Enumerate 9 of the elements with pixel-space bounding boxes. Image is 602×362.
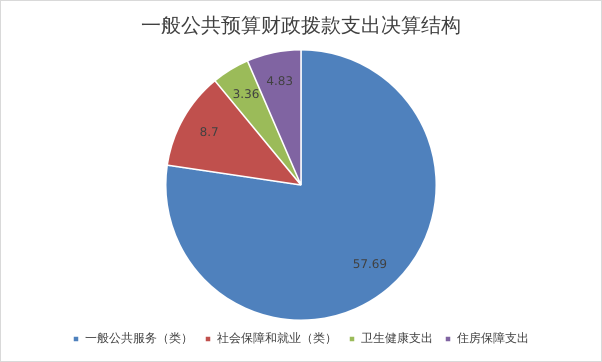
data-label: 4.83 (266, 74, 294, 88)
legend-label: 一般公共服务（类） (85, 331, 193, 346)
legend-label: 社会保障和就业（类） (217, 331, 337, 346)
data-label: 57.69 (352, 257, 388, 272)
chart-title: 一般公共预算财政拨款支出决算结构 (141, 13, 461, 38)
legend-label: 住房保障支出 (456, 331, 529, 346)
legend-label: 卫生健康支出 (361, 331, 433, 346)
data-label: 3.36 (232, 87, 260, 102)
data-label: 8.7 (200, 125, 219, 140)
